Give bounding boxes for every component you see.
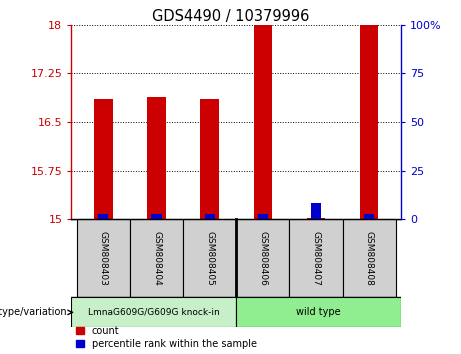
Legend: count, percentile rank within the sample: count, percentile rank within the sample (77, 326, 257, 349)
Bar (290, 219, 343, 297)
Bar (71, 297, 236, 327)
Bar (364, 214, 374, 219)
Bar (151, 214, 162, 219)
Bar (201, 99, 219, 219)
Text: GDS4490 / 10379996: GDS4490 / 10379996 (152, 9, 309, 24)
Bar (183, 219, 236, 297)
Text: LmnaG609G/G609G knock-in: LmnaG609G/G609G knock-in (88, 308, 220, 317)
Text: GSM808407: GSM808407 (312, 231, 320, 286)
Text: GSM808406: GSM808406 (258, 231, 267, 286)
Text: genotype/variation: genotype/variation (0, 307, 67, 318)
Bar (307, 218, 325, 219)
Bar (94, 99, 112, 219)
Bar (343, 219, 396, 297)
Bar (236, 297, 401, 327)
Bar (130, 219, 183, 297)
Bar (77, 219, 130, 297)
Text: GSM808405: GSM808405 (205, 231, 214, 286)
Bar (205, 214, 215, 219)
Text: GSM808404: GSM808404 (152, 231, 161, 286)
Text: wild type: wild type (296, 307, 341, 318)
Text: GSM808408: GSM808408 (365, 231, 374, 286)
Bar (254, 25, 272, 219)
Bar (311, 203, 321, 219)
Text: GSM808403: GSM808403 (99, 231, 108, 286)
Bar (147, 97, 166, 219)
Bar (258, 214, 268, 219)
Bar (236, 219, 290, 297)
Bar (98, 214, 108, 219)
Bar (360, 25, 378, 219)
